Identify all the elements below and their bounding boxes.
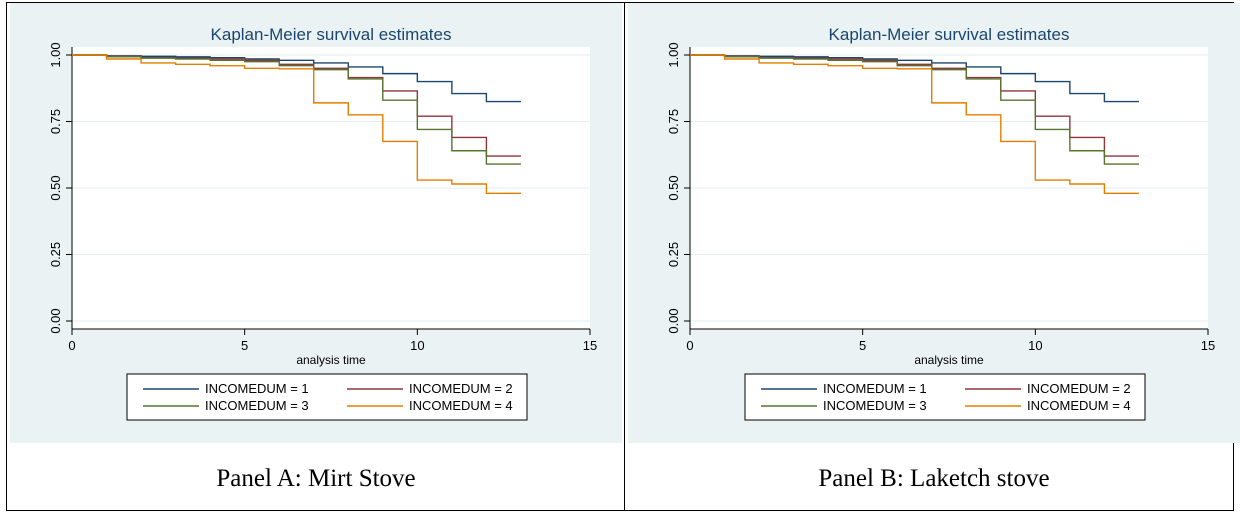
legend-label-2: INCOMEDUM = 2 <box>1027 381 1131 396</box>
legend-label-4: INCOMEDUM = 4 <box>409 398 513 413</box>
panel-a: Kaplan-Meier survival estimates 0.00 0.25 0… <box>10 3 622 511</box>
x-tick-label: 5 <box>859 338 866 353</box>
km-chart-panel-a: Kaplan-Meier survival estimates 0.00 0.25 0… <box>48 25 597 421</box>
panel-a-plot-area: Kaplan-Meier survival estimates 0.00 0.25 0… <box>10 3 622 443</box>
panel-b: Kaplan-Meier survival estimates 0.00 0.25 0… <box>628 3 1240 511</box>
y-tick-label: 1.00 <box>666 42 681 67</box>
y-tick-label: 0.50 <box>666 175 681 200</box>
panel-b-plot-area: Kaplan-Meier survival estimates 0.00 0.25 0… <box>628 3 1240 443</box>
y-tick-label: 0.75 <box>48 109 63 134</box>
x-axis-label: analysis time <box>296 353 366 367</box>
km-chart-panel-b: Kaplan-Meier survival estimates 0.00 0.25 0… <box>666 25 1215 421</box>
x-tick-label: 10 <box>410 338 424 353</box>
legend-label-1: INCOMEDUM = 1 <box>823 381 927 396</box>
y-tick-label: 1.00 <box>48 42 63 67</box>
series-line-3 <box>690 54 1139 165</box>
x-tick-label: 0 <box>686 338 693 353</box>
series-line-4 <box>72 54 521 195</box>
legend-label-2: INCOMEDUM = 2 <box>409 381 513 396</box>
x-tick-label: 15 <box>583 338 597 353</box>
panel-b-caption: Panel B: Laketch stove <box>818 465 1050 492</box>
y-tick-label: 0.25 <box>48 242 63 267</box>
legend-box <box>126 373 528 421</box>
y-tick-label: 0.50 <box>48 175 63 200</box>
legend-label-3: INCOMEDUM = 3 <box>205 398 309 413</box>
legend-label-1: INCOMEDUM = 1 <box>205 381 309 396</box>
chart-title: Kaplan-Meier survival estimates <box>211 25 452 44</box>
x-tick-label: 10 <box>1028 338 1042 353</box>
legend-label-3: INCOMEDUM = 3 <box>823 398 927 413</box>
x-tick-label: 15 <box>1201 338 1215 353</box>
series-line-1 <box>690 54 1139 103</box>
x-tick-label: 0 <box>68 338 75 353</box>
y-tick-label: 0.25 <box>666 242 681 267</box>
legend-box <box>744 373 1146 421</box>
y-tick-label: 0.00 <box>48 308 63 333</box>
series-line-3 <box>72 54 521 165</box>
x-axis-label: analysis time <box>914 353 984 367</box>
y-tick-label: 0.75 <box>666 109 681 134</box>
legend-label-4: INCOMEDUM = 4 <box>1027 398 1131 413</box>
series-line-4 <box>690 54 1139 195</box>
y-tick-label: 0.00 <box>666 308 681 333</box>
chart-title: Kaplan-Meier survival estimates <box>829 25 1070 44</box>
panel-a-caption: Panel A: Mirt Stove <box>216 465 416 492</box>
table-divider <box>624 2 625 511</box>
x-tick-label: 5 <box>241 338 248 353</box>
series-line-1 <box>72 54 521 103</box>
